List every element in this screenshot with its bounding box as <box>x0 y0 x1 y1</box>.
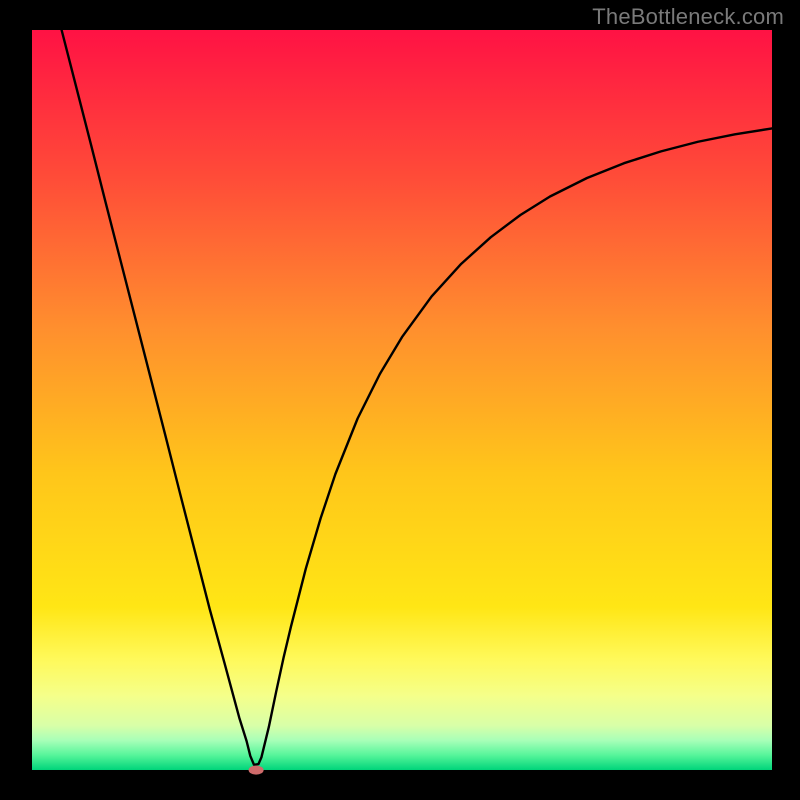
chart-frame: TheBottleneck.com <box>0 0 800 800</box>
optimal-point-marker <box>249 766 264 775</box>
plot-area <box>32 30 772 770</box>
bottleneck-curve <box>32 30 772 770</box>
watermark-label: TheBottleneck.com <box>592 4 784 30</box>
